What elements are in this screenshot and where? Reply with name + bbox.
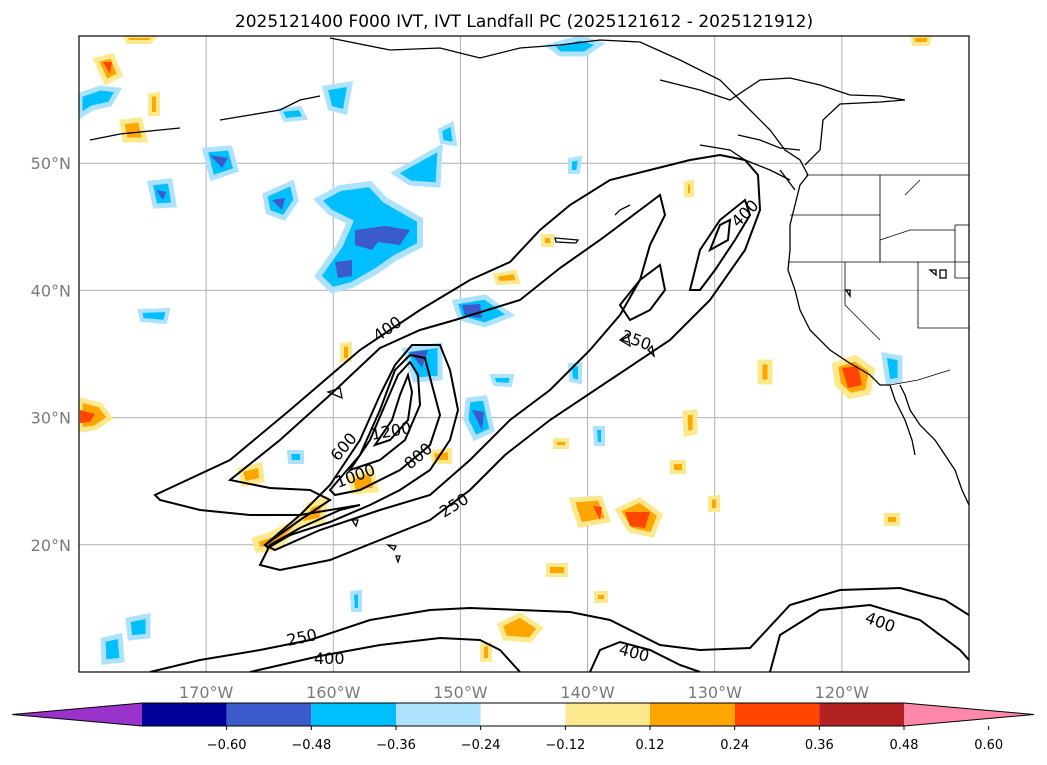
colorbar-bin <box>565 703 650 726</box>
colorbar-tick-label: −0.24 <box>461 738 501 753</box>
colorbar-bin <box>734 703 820 726</box>
latitude-tick-labels: 20°N 30°N 40°N 50°N <box>31 154 71 555</box>
colorbar-bin <box>396 703 481 726</box>
colorbar-extend-min <box>12 703 142 726</box>
colorbar: −0.60 −0.48 −0.36 −0.24 −0.12 0.12 0.24 0.36 0.4… <box>11 702 1035 753</box>
colorbar-bin <box>226 703 312 726</box>
political-borders <box>788 174 969 386</box>
coastlines <box>89 37 969 565</box>
colorbar-tick-label: −0.60 <box>207 738 247 753</box>
colorbar-tick-label: 0.48 <box>890 738 919 753</box>
longitude-label: 130°W <box>688 683 743 702</box>
graticule <box>79 36 969 672</box>
ivt-contours <box>149 153 969 672</box>
latitude-label: 40°N <box>31 281 71 300</box>
longitude-label: 140°W <box>560 683 615 702</box>
colorbar-tick-label: −0.48 <box>291 738 331 753</box>
colorbar-outline <box>11 702 1035 727</box>
colorbar-extend-max <box>904 703 1034 726</box>
longitude-label: 150°W <box>433 683 488 702</box>
colorbar-bin <box>650 703 735 726</box>
chart-title: 2025121400 F000 IVT, IVT Landfall PC (20… <box>235 12 813 32</box>
colorbar-bin <box>142 703 227 726</box>
colorbar-tick-label: 0.24 <box>720 738 749 753</box>
colorbar-tick-label: 0.12 <box>636 738 665 753</box>
colorbar-tick-label: 0.60 <box>974 738 1003 753</box>
colorbar-tick-label: −0.12 <box>545 738 585 753</box>
map-area: 400 250 600 1200 800 1000 250 250 400 40… <box>31 35 970 702</box>
colorbar-tick-label: −0.36 <box>376 738 416 753</box>
longitude-label: 160°W <box>306 683 361 702</box>
latitude-label: 50°N <box>31 154 71 173</box>
latitude-label: 30°N <box>31 409 71 428</box>
longitude-label: 120°W <box>815 683 870 702</box>
map-frame <box>78 35 970 673</box>
longitude-tick-labels: 170°W 160°W 150°W 140°W 130°W 120°W <box>179 683 869 702</box>
ivt-label: 400 <box>314 649 345 668</box>
latitude-label: 20°N <box>31 536 71 555</box>
colorbar-bin <box>311 703 396 726</box>
negative-pc-shading <box>79 36 903 665</box>
longitude-label: 170°W <box>179 683 234 702</box>
colorbar-bin <box>480 703 566 726</box>
colorbar-tick-label: 0.36 <box>805 738 834 753</box>
colorbar-bin <box>819 703 904 726</box>
